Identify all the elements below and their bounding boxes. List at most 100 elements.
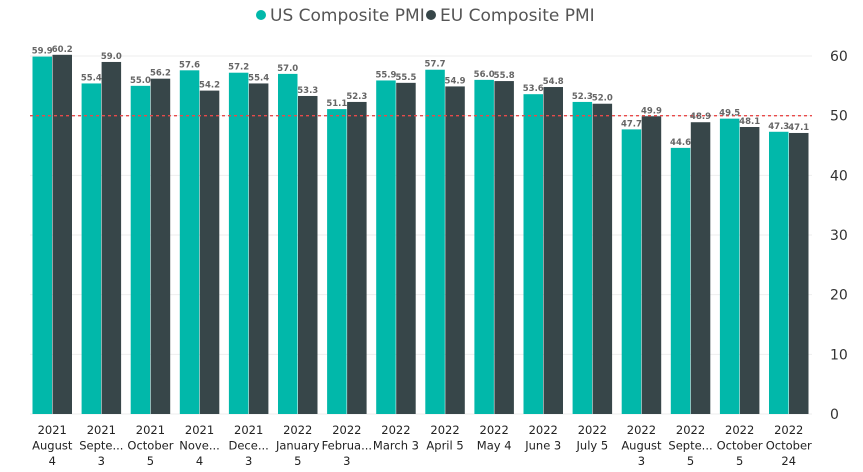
x-category-label: 5: [294, 454, 301, 468]
eu-pmi-bar: [543, 87, 563, 414]
x-category-label: April 5: [426, 439, 463, 453]
eu-pmi-bar: [789, 132, 809, 414]
x-category-label: 5: [687, 454, 694, 468]
eu-pmi-bar: [101, 61, 122, 414]
legend-us-marker: [256, 10, 266, 20]
x-category-label: 2022: [332, 423, 361, 437]
legend-eu-label: EU Composite PMI: [440, 6, 595, 26]
x-category-label: 2021: [136, 423, 165, 437]
us-pmi-data-label: 55.9: [375, 70, 396, 80]
x-category-label: 2021: [87, 423, 116, 437]
x-category-label: 2022: [725, 423, 754, 437]
us-pmi-data-label: 52.3: [572, 92, 593, 102]
us-pmi-bar: [376, 80, 396, 415]
us-pmi-bar: [130, 85, 151, 414]
us-pmi-data-label: 57.6: [179, 60, 200, 70]
us-pmi-data-label: 44.6: [670, 138, 691, 148]
us-pmi-bar: [327, 109, 347, 414]
x-category-label: 2022: [430, 423, 459, 437]
us-pmi-bar: [425, 69, 445, 415]
eu-pmi-bar: [150, 78, 171, 414]
us-pmi-bar: [719, 118, 740, 415]
us-pmi-data-label: 56.0: [474, 70, 495, 80]
us-pmi-bar: [523, 94, 543, 414]
y-tick-label: 40: [830, 168, 848, 184]
us-pmi-data-label: 57.7: [425, 60, 446, 70]
eu-pmi-data-label: 53.3: [297, 86, 318, 96]
x-category-label: 2022: [529, 423, 558, 437]
x-category-label: July 5: [576, 439, 609, 453]
eu-pmi-bar: [592, 103, 613, 414]
us-pmi-bar: [179, 70, 200, 414]
x-category-label: August: [621, 439, 662, 453]
us-pmi-bar: [228, 72, 249, 414]
x-category-label: Februa...: [322, 439, 372, 453]
eu-pmi-bar: [248, 83, 269, 415]
eu-pmi-data-label: 56.2: [150, 69, 171, 79]
us-pmi-bar: [278, 73, 298, 415]
x-category-label: 3: [638, 454, 645, 468]
x-category-label: 3: [343, 454, 350, 468]
eu-pmi-data-label: 52.3: [346, 92, 367, 102]
eu-pmi-bar: [445, 86, 465, 415]
eu-pmi-bar: [641, 116, 662, 414]
us-pmi-data-label: 47.7: [621, 119, 642, 129]
eu-pmi-data-label: 55.5: [395, 73, 416, 83]
us-pmi-data-label: 51.1: [326, 99, 347, 109]
us-pmi-data-label: 55.0: [130, 76, 151, 86]
us-pmi-bar: [621, 129, 642, 414]
us-pmi-data-label: 57.2: [228, 63, 249, 73]
us-pmi-bar: [769, 131, 789, 414]
us-pmi-data-label: 55.4: [81, 73, 102, 83]
eu-pmi-bar: [298, 95, 318, 414]
x-category-label: Septe...: [668, 439, 712, 453]
x-category-label: 3: [245, 454, 252, 468]
y-tick-label: 0: [830, 407, 839, 423]
eu-pmi-data-label: 48.1: [739, 117, 760, 127]
us-pmi-bar: [572, 101, 593, 415]
x-category-label: 2022: [381, 423, 410, 437]
eu-pmi-data-label: 47.1: [788, 123, 809, 133]
us-pmi-data-label: 59.9: [32, 47, 53, 57]
eu-pmi-bar: [396, 82, 416, 414]
x-category-label: 2021: [38, 423, 67, 437]
x-category-label: October: [127, 439, 173, 453]
x-category-label: October: [766, 439, 812, 453]
eu-pmi-data-label: 59.0: [101, 52, 122, 62]
us-pmi-bar: [32, 56, 52, 414]
x-category-label: May 4: [477, 439, 512, 453]
eu-pmi-bar: [690, 122, 711, 414]
x-category-label: 2022: [480, 423, 509, 437]
x-category-label: 2022: [774, 423, 803, 437]
x-category-label: 2022: [676, 423, 705, 437]
y-tick-label: 60: [830, 49, 848, 65]
x-category-label: 2022: [578, 423, 607, 437]
x-category-label: 2021: [185, 423, 214, 437]
eu-pmi-data-label: 49.9: [641, 106, 662, 116]
x-category-label: Septe...: [79, 439, 123, 453]
x-category-label: Nove...: [179, 439, 220, 453]
eu-pmi-data-label: 55.4: [248, 73, 269, 83]
x-category-label: 4: [196, 454, 203, 468]
legend-eu-marker: [426, 10, 436, 20]
x-category-label: Dece...: [229, 439, 269, 453]
eu-pmi-data-label: 48.9: [690, 112, 711, 122]
us-pmi-bar: [81, 83, 102, 415]
eu-pmi-bar: [347, 101, 367, 415]
eu-pmi-data-label: 60.2: [52, 45, 73, 55]
eu-pmi-data-label: 52.0: [592, 94, 613, 104]
y-tick-label: 20: [830, 288, 848, 304]
x-category-label: 2022: [283, 423, 312, 437]
eu-pmi-bar: [199, 90, 220, 415]
x-category-label: 5: [736, 454, 743, 468]
eu-pmi-data-label: 55.8: [494, 71, 515, 81]
eu-pmi-data-label: 54.2: [199, 81, 220, 91]
x-category-label: 3: [98, 454, 105, 468]
eu-pmi-bar: [494, 81, 514, 414]
y-tick-label: 30: [830, 228, 848, 244]
us-pmi-data-label: 47.3: [768, 122, 789, 132]
eu-pmi-bar: [739, 127, 760, 415]
x-category-label: 4: [49, 454, 56, 468]
